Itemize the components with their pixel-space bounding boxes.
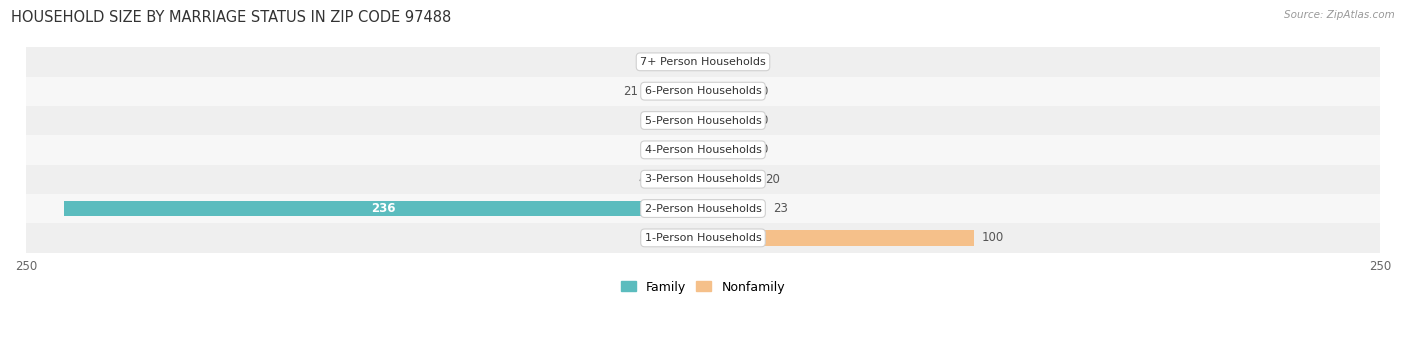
Bar	[703, 84, 752, 99]
Text: 6-Person Households: 6-Person Households	[644, 86, 762, 96]
Bar	[27, 223, 1379, 253]
Text: 23: 23	[773, 202, 789, 215]
Bar	[654, 172, 703, 187]
Bar	[654, 142, 703, 158]
Text: 2-Person Households: 2-Person Households	[644, 204, 762, 213]
Text: 1-Person Households: 1-Person Households	[644, 233, 762, 243]
Bar	[703, 230, 974, 246]
Bar	[27, 47, 1379, 76]
Text: 100: 100	[981, 232, 1004, 244]
Text: 21: 21	[623, 85, 638, 98]
Text: Source: ZipAtlas.com: Source: ZipAtlas.com	[1284, 10, 1395, 20]
Text: 0: 0	[638, 55, 647, 68]
Text: 0: 0	[759, 55, 768, 68]
Text: 236: 236	[371, 202, 395, 215]
Bar	[65, 201, 703, 216]
Bar	[703, 54, 752, 70]
Bar	[27, 194, 1379, 223]
Text: 0: 0	[759, 143, 768, 157]
Text: HOUSEHOLD SIZE BY MARRIAGE STATUS IN ZIP CODE 97488: HOUSEHOLD SIZE BY MARRIAGE STATUS IN ZIP…	[11, 10, 451, 25]
Bar	[703, 172, 758, 187]
Text: 0: 0	[759, 114, 768, 127]
Text: 3-Person Households: 3-Person Households	[644, 174, 762, 184]
Text: 5-Person Households: 5-Person Households	[644, 116, 762, 125]
Bar	[703, 113, 752, 128]
Text: 0: 0	[638, 232, 647, 244]
Bar	[703, 201, 765, 216]
Bar	[27, 106, 1379, 135]
Bar	[654, 54, 703, 70]
Text: 20: 20	[765, 173, 780, 186]
Bar	[27, 135, 1379, 164]
Text: 0: 0	[759, 85, 768, 98]
Legend: Family, Nonfamily: Family, Nonfamily	[621, 281, 785, 294]
Text: 4-Person Households: 4-Person Households	[644, 145, 762, 155]
Bar	[654, 113, 703, 128]
Text: 8: 8	[638, 143, 647, 157]
Bar	[654, 230, 703, 246]
Text: 7+ Person Households: 7+ Person Households	[640, 57, 766, 67]
Text: 4: 4	[638, 173, 647, 186]
Bar	[703, 142, 752, 158]
Bar	[27, 76, 1379, 106]
Bar	[27, 164, 1379, 194]
Text: 0: 0	[638, 114, 647, 127]
Bar	[647, 84, 703, 99]
